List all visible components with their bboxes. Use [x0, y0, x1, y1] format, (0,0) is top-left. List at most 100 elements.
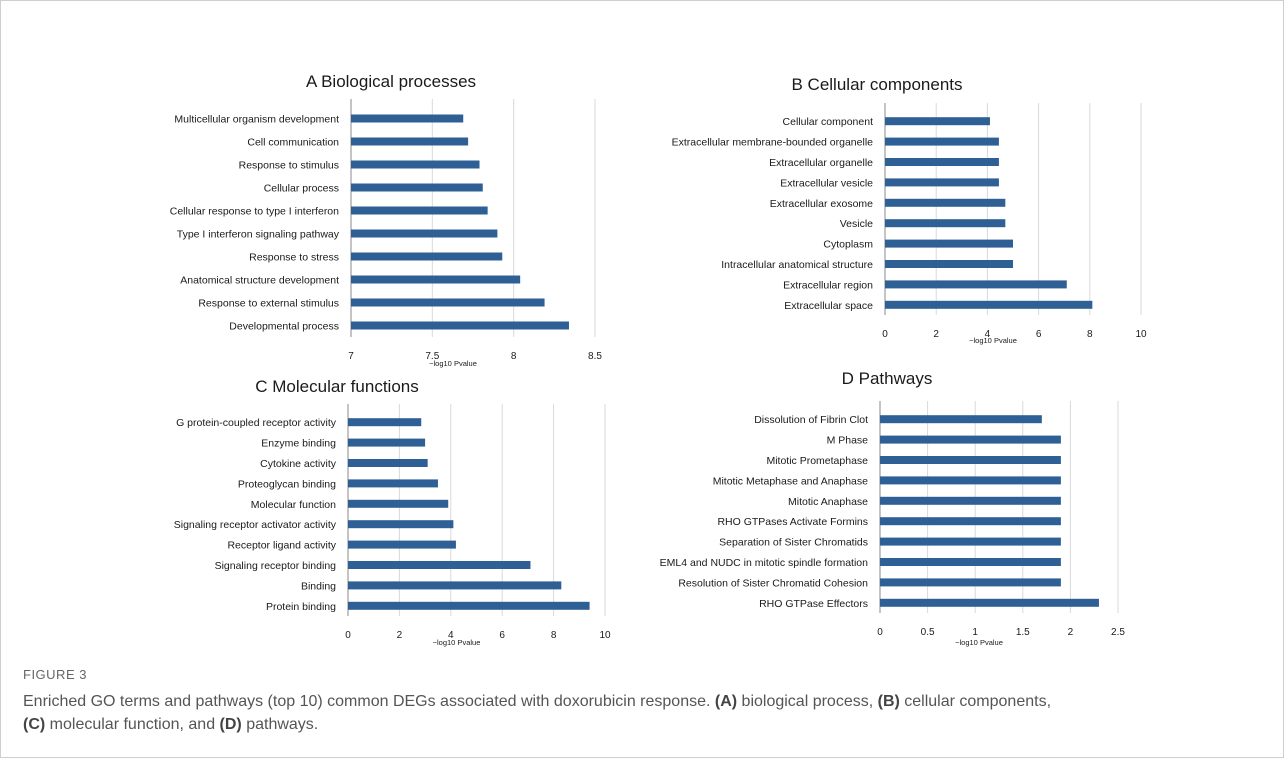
bar — [880, 476, 1061, 485]
category-label: Mitotic Prometaphase — [766, 455, 868, 467]
bar — [885, 137, 999, 146]
panel-d: D Pathways 0 0.5 1 1.5 2 2.5 Dissolution of Fib… — [641, 369, 1161, 659]
bar — [880, 537, 1061, 546]
bar — [885, 198, 1006, 207]
x-tick-label: 10 — [599, 630, 611, 641]
category-label: Molecular function — [251, 499, 336, 511]
chart-title: C Molecular functions — [255, 377, 418, 396]
x-tick-label: 8.5 — [588, 351, 602, 362]
bar — [880, 496, 1061, 505]
chart-title-text: Pathways — [859, 369, 933, 388]
panel-letter: D — [842, 369, 859, 388]
category-label: Multicellular organism development — [174, 114, 339, 126]
category-label: Proteoglycan binding — [238, 478, 336, 490]
chart-title-text: Molecular functions — [272, 377, 418, 396]
bar — [351, 229, 498, 238]
category-label: Mitotic Anaphase — [788, 496, 868, 508]
x-tick-label: 2 — [933, 329, 939, 340]
caption-tag-b: (B) — [877, 693, 900, 710]
caption-tag-a: (A) — [714, 693, 738, 710]
bar — [351, 183, 483, 192]
category-label: Signaling receptor activator activity — [174, 519, 337, 531]
category-label: Cell communication — [247, 137, 339, 149]
x-tick-label: 1 — [972, 627, 978, 638]
bar — [885, 300, 1093, 309]
chart-title: A Biological processes — [306, 72, 476, 91]
category-label: Extracellular vesicle — [780, 177, 873, 189]
category-label: Cellular response to type I interferon — [170, 206, 339, 218]
bar — [351, 252, 503, 261]
bar — [348, 581, 562, 590]
x-tick-label: 4 — [448, 630, 454, 641]
chart-pathways: D Pathways 0 0.5 1 1.5 2 2.5 Dissolution of Fib… — [660, 369, 1126, 647]
category-label: Separation of Sister Chromatids — [719, 537, 868, 549]
category-label: Anatomical structure development — [180, 275, 339, 287]
category-label: Extracellular exosome — [770, 198, 873, 210]
bar — [885, 260, 1013, 268]
bar — [348, 479, 438, 488]
bar — [348, 459, 428, 467]
category-label: RHO GTPase Effectors — [759, 598, 868, 610]
category-label: Cellular component — [783, 116, 874, 128]
panel-letter: B — [791, 75, 807, 94]
category-label: Cytokine activity — [260, 458, 337, 470]
x-tick-label: 7 — [348, 351, 354, 362]
chart-biological-processes: A Biological processes 7 7.5 8 8.5 Multicellu… — [170, 72, 603, 368]
bar — [351, 298, 545, 307]
category-label: Extracellular region — [783, 279, 873, 291]
bar — [880, 435, 1061, 444]
category-label: Response to external stimulus — [198, 298, 339, 310]
x-tick-label: 6 — [1036, 329, 1042, 340]
caption-text-b: cellular components, — [899, 693, 1052, 710]
bar — [885, 239, 1013, 248]
x-tick-label: 0 — [882, 329, 888, 340]
x-tick-label: 0 — [877, 627, 883, 638]
category-label: Cellular process — [264, 183, 339, 195]
bar — [885, 280, 1067, 289]
bar — [880, 415, 1042, 424]
category-label: Resolution of Sister Chromatid Cohesion — [678, 577, 868, 589]
bar — [348, 418, 422, 427]
bar — [351, 275, 521, 284]
category-label: Developmental process — [229, 321, 339, 333]
bar — [351, 321, 569, 330]
bar — [348, 540, 456, 549]
bar — [348, 438, 426, 447]
chart-title: D Pathways — [842, 369, 933, 388]
x-tick-label: 8 — [511, 351, 517, 362]
x-tick-label: 8 — [551, 630, 557, 641]
category-label: Receptor ligand activity — [227, 540, 336, 552]
bar — [351, 206, 488, 215]
panel-letter: A — [306, 72, 321, 91]
bar — [880, 598, 1099, 607]
figure-caption-text: Enriched GO terms and pathways (top 10) … — [23, 690, 1263, 736]
bar — [885, 178, 999, 187]
x-axis-label: −log10 Pvalue — [955, 638, 1003, 647]
bar — [885, 219, 1006, 228]
panel-letter: C — [255, 377, 272, 396]
category-label: Enzyme binding — [261, 438, 336, 450]
caption-lead: Enriched GO terms and pathways (top 10) … — [23, 693, 715, 710]
category-label: Vesicle — [840, 218, 873, 230]
x-axis-label: −log10 Pvalue — [433, 638, 481, 647]
category-label: Response to stress — [249, 252, 339, 264]
caption-text-d: pathways. — [241, 716, 319, 733]
x-axis-label: −log10 Pvalue — [969, 336, 1017, 345]
bar — [351, 137, 469, 146]
category-label: Dissolution of Fibrin Clot — [754, 414, 868, 426]
x-tick-label: 1.5 — [1016, 627, 1030, 638]
x-tick-label: 2 — [1068, 627, 1074, 638]
chart-title: B Cellular components — [791, 75, 962, 94]
caption-text-a: biological process, — [737, 693, 878, 710]
category-label: RHO GTPases Activate Formins — [717, 516, 868, 528]
bar — [880, 578, 1061, 587]
panel-a: A Biological processes 7 7.5 8 8.5 Multicellu… — [151, 61, 631, 381]
bar — [351, 160, 480, 169]
figure-caption: FIGURE 3 Enriched GO terms and pathways … — [23, 667, 1263, 736]
category-label: Type I interferon signaling pathway — [177, 229, 340, 241]
category-label: Protein binding — [266, 601, 336, 613]
x-tick-label: 2.5 — [1111, 627, 1125, 638]
caption-tag-d: (D) — [219, 716, 242, 733]
category-label: EML4 and NUDC in mitotic spindle formati… — [660, 557, 868, 569]
